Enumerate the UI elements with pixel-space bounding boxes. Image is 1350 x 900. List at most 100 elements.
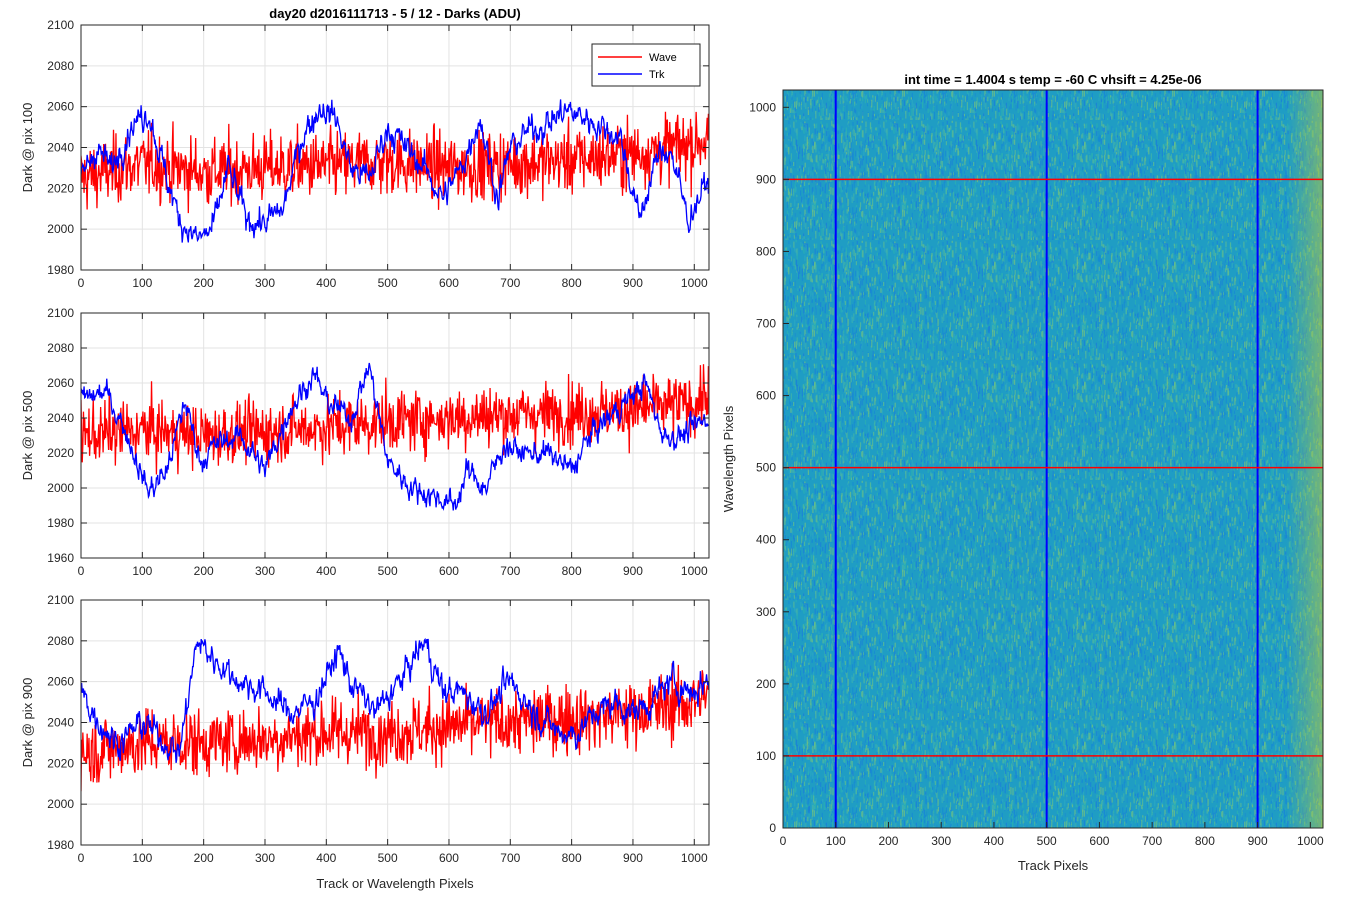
- x-axis-label: Track or Wavelength Pixels: [316, 876, 474, 891]
- x-tick-label: 200: [878, 834, 898, 848]
- y-tick-label: 700: [756, 317, 776, 331]
- x-tick-label: 500: [378, 564, 398, 578]
- y-tick-label: 800: [756, 244, 776, 258]
- line-panel-1: 0 100 200 300 400 500 600 700 800 900 1000 1980 2000…: [20, 6, 710, 290]
- x-tick-label: 0: [78, 276, 85, 290]
- x-tick-label: 300: [931, 834, 951, 848]
- heatmap-image: [783, 90, 1323, 828]
- y-tick-label: 1960: [47, 551, 74, 565]
- x-tick-label: 300: [255, 276, 275, 290]
- x-tick-label: 400: [316, 564, 336, 578]
- series-group: [81, 362, 709, 512]
- x-tick-label: 0: [78, 851, 85, 865]
- chart-title: int time = 1.4004 s temp = -60 C vhsift …: [904, 72, 1201, 87]
- x-tick-label: 700: [500, 564, 520, 578]
- y-tick-label: 2040: [47, 141, 74, 155]
- x-tick-label: 500: [378, 276, 398, 290]
- y-tick-label: 2080: [47, 634, 74, 648]
- x-tick-label: 1000: [681, 851, 708, 865]
- y-tick-label: 2100: [47, 593, 74, 607]
- y-tick-label: 2080: [47, 59, 74, 73]
- line-panel-3: 0 100 200 300 400 500 600 700 800 900 1000 1980 2000…: [20, 593, 710, 891]
- x-tick-label: 0: [78, 564, 85, 578]
- line-panel-2: 0 100 200 300 400 500 600 700 800 900 1000 1960 1980…: [20, 306, 710, 578]
- chart-title: day20 d2016111713 - 5 / 12 - Darks (ADU): [269, 6, 520, 21]
- heatmap-edge-shading: [1241, 90, 1323, 828]
- y-tick-label: 2060: [47, 675, 74, 689]
- legend-box: [591, 43, 701, 87]
- y-tick-label: 0: [769, 821, 776, 835]
- x-tick-label: 500: [378, 851, 398, 865]
- series-line-trk: [81, 99, 709, 243]
- y-tick-label: 2000: [47, 797, 74, 811]
- x-tick-label: 200: [194, 276, 214, 290]
- x-tick-label: 100: [132, 276, 152, 290]
- x-tick-label: 1000: [1297, 834, 1324, 848]
- x-tick-label: 800: [562, 276, 582, 290]
- y-tick-label: 600: [756, 389, 776, 403]
- x-tick-label: 300: [255, 851, 275, 865]
- x-tick-label: 400: [316, 276, 336, 290]
- y-axis-label: Wavelength Pixels: [721, 405, 736, 512]
- axes-box: [782, 89, 1324, 829]
- x-tick-label: 900: [623, 851, 643, 865]
- x-tick-label: 700: [500, 851, 520, 865]
- x-tick-label: 1000: [681, 276, 708, 290]
- y-tick-label: 2100: [47, 306, 74, 320]
- x-axis-label: Track Pixels: [1018, 858, 1089, 873]
- y-tick-label: 2040: [47, 716, 74, 730]
- y-tick-label: 300: [756, 605, 776, 619]
- y-tick-label: 2060: [47, 376, 74, 390]
- x-tick-label: 400: [316, 851, 336, 865]
- x-tick-label: 800: [1195, 834, 1215, 848]
- x-tick-label: 600: [439, 276, 459, 290]
- axes-box: [80, 312, 710, 559]
- series-group: [81, 637, 709, 792]
- x-tick-label: 200: [194, 851, 214, 865]
- y-tick-label: 1980: [47, 263, 74, 277]
- x-tick-label: 900: [1248, 834, 1268, 848]
- y-tick-label: 2080: [47, 341, 74, 355]
- series-line-wave: [81, 111, 709, 214]
- x-tick-label: 200: [194, 564, 214, 578]
- y-axis-label: Dark @ pix 900: [20, 678, 35, 768]
- y-tick-label: 2000: [47, 481, 74, 495]
- y-tick-label: 900: [756, 172, 776, 186]
- y-tick-label: 200: [756, 677, 776, 691]
- y-tick-label: 2040: [47, 411, 74, 425]
- y-tick-label: 2020: [47, 181, 74, 195]
- y-tick-label: 2060: [47, 100, 74, 114]
- y-tick-label: 2100: [47, 18, 74, 32]
- heatmap-panel: 0 100 200 300 400 500 600 700 800 900 1000 0 100 200 3…: [721, 72, 1324, 873]
- y-tick-label: 500: [756, 461, 776, 475]
- x-tick-label: 1000: [681, 564, 708, 578]
- x-tick-label: 100: [826, 834, 846, 848]
- x-tick-label: 500: [1037, 834, 1057, 848]
- y-axis-label: Dark @ pix 500: [20, 391, 35, 481]
- x-tick-label: 700: [1142, 834, 1162, 848]
- x-tick-label: 600: [439, 851, 459, 865]
- x-tick-label: 700: [500, 276, 520, 290]
- y-tick-label: 1000: [749, 100, 776, 114]
- series-line-trk: [81, 637, 709, 763]
- x-tick-label: 800: [562, 564, 582, 578]
- x-tick-label: 300: [255, 564, 275, 578]
- x-tick-label: 100: [132, 851, 152, 865]
- y-tick-label: 2020: [47, 446, 74, 460]
- y-tick-label: 2000: [47, 222, 74, 236]
- y-tick-label: 100: [756, 749, 776, 763]
- y-axis-label: Dark @ pix 100: [20, 103, 35, 193]
- y-tick-label: 1980: [47, 516, 74, 530]
- series-line-wave: [81, 364, 709, 475]
- y-tick-label: 2020: [47, 756, 74, 770]
- y-tick-label: 1980: [47, 838, 74, 852]
- x-tick-label: 100: [132, 564, 152, 578]
- x-tick-label: 900: [623, 276, 643, 290]
- series-group: [81, 99, 709, 243]
- x-tick-label: 800: [562, 851, 582, 865]
- x-tick-label: 600: [439, 564, 459, 578]
- x-tick-label: 900: [623, 564, 643, 578]
- legend-label-wave: Wave: [649, 52, 677, 64]
- x-tick-label: 600: [1089, 834, 1109, 848]
